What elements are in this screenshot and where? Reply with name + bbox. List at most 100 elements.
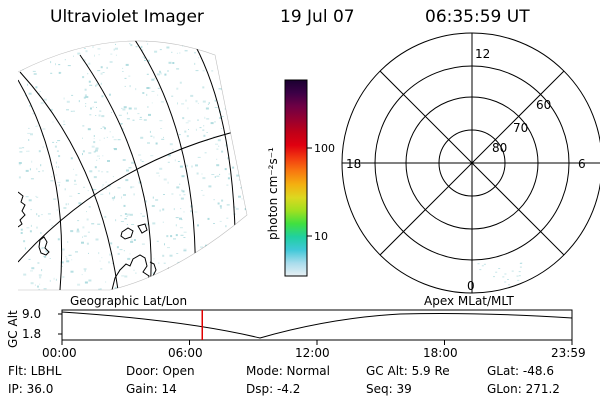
speckle-pixel [152,196,154,199]
speckle-pixel [44,40,47,41]
speckle-pixel [504,273,507,275]
speckle-pixel [238,195,241,198]
speckle-pixel [20,232,23,234]
colorbar-unit-label: photon cm⁻²s⁻¹ [266,147,280,240]
speckle-pixel [86,242,89,245]
dsp-info: Dsp: -4.2 [246,382,301,396]
mlt-label-18: 18 [346,157,361,171]
speckle-pixel [140,46,142,49]
speckle-pixel [143,119,147,121]
speckle-pixel [98,54,100,56]
speckle-pixel [113,48,115,51]
speckle-pixel [141,161,144,162]
speckle-pixel [182,267,184,269]
speckle-pixel [207,103,209,105]
speckle-pixel [188,129,189,130]
speckle-pixel [69,41,73,42]
speckle-pixel [220,116,224,117]
speckle-pixel [50,61,52,64]
speckle-pixel [43,255,47,257]
speckle-pixel [211,174,215,175]
speckle-pixel [218,88,222,90]
speckle-pixel [98,158,100,160]
speckle-pixel [25,169,29,172]
speckle-pixel [183,250,187,252]
speckle-pixel [227,157,230,160]
mlt-label-0: 0 [467,279,475,293]
speckle-pixel [114,195,116,198]
speckle-pixel [226,271,228,274]
speckle-pixel [228,173,230,175]
speckle-pixel [119,249,123,251]
speckle-pixel [97,48,101,50]
speckle-pixel [109,131,111,133]
speckle-pixel [122,67,124,69]
mlt-label-6: 6 [578,157,586,171]
speckle-pixel [164,243,165,246]
speckle-pixel [115,47,118,50]
speckle-pixel [148,113,151,116]
speckle-pixel [183,274,187,276]
speckle-pixel [22,147,25,149]
speckle-pixel [246,74,247,77]
speckle-pixel [76,230,80,233]
speckle-pixel [184,50,188,52]
speckle-pixel [41,269,43,272]
speckle-pixel [159,209,161,212]
speckle-pixel [129,213,133,216]
speckle-pixel [109,192,111,195]
speckle-pixel [71,94,74,96]
speckle-pixel [207,285,211,287]
speckle-pixel [236,35,237,37]
speckle-pixel [239,55,242,57]
speckle-pixel [194,52,196,54]
speckle-pixel [172,277,174,280]
mlat-label-60: 60 [536,98,551,112]
speckle-pixel [235,287,237,290]
speckle-pixel [179,183,181,185]
speckle-pixel [96,159,98,161]
speckle-pixel [162,221,164,223]
speckle-pixel [526,287,529,289]
speckle-pixel [87,128,91,131]
speckle-pixel [90,107,92,110]
speckle-pixel [220,247,222,249]
speckle-pixel [246,198,247,201]
speckle-pixel [27,132,31,134]
speckle-pixel [94,54,95,57]
speckle-pixel [146,73,149,75]
speckle-pixel [176,87,179,90]
speckle-pixel [161,275,164,277]
speckle-pixel [88,252,89,254]
speckle-pixel [221,128,222,129]
coastline [18,191,26,228]
right-panel-caption: Apex MLat/MLT [424,294,514,308]
speckle-pixel [231,254,234,255]
speckle-pixel [120,221,124,222]
speckle-pixel [106,66,108,69]
speckle-pixel [133,193,135,196]
speckle-pixel [53,198,57,200]
speckle-pixel [207,37,208,39]
speckle-pixel [200,246,204,248]
speckle-pixel [231,275,234,277]
speckle-pixel [185,122,189,124]
speckle-pixel [203,269,207,272]
speckle-pixel [135,46,138,48]
speckle-pixel [168,285,171,287]
speckle-pixel [83,48,86,49]
speckle-pixel [213,242,216,245]
speckle-pixel [179,227,183,229]
gc-x-tick-label: 12:00 [295,346,330,360]
speckle-pixel [219,220,222,222]
speckle-pixel [183,237,186,238]
coastline [137,223,148,234]
speckle-pixel [176,186,180,189]
speckle-pixel [133,239,136,241]
speckle-pixel [45,250,49,253]
speckle-pixel [27,150,30,152]
speckle-pixel [128,167,132,169]
speckle-pixel [83,96,86,99]
speckle-pixel [122,71,124,72]
speckle-pixel [99,260,101,262]
